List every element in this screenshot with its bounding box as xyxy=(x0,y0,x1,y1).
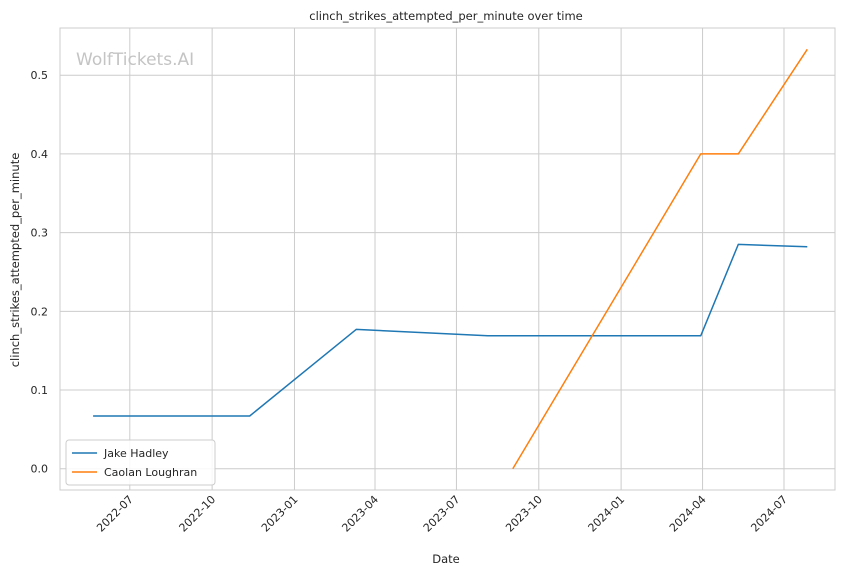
legend-label-caolan-loughran: Caolan Loughran xyxy=(104,466,197,479)
legend-box xyxy=(65,439,216,486)
x-axis-label: Date xyxy=(432,552,460,566)
y-tick-label: 0.2 xyxy=(31,305,49,318)
x-tick-label: 2024-01 xyxy=(586,493,628,535)
legend: Jake Hadley Caolan Loughran xyxy=(65,439,216,486)
y-axis-label: clinch_strikes_attempted_per_minute xyxy=(8,153,22,368)
x-tick-label: 2023-07 xyxy=(421,493,463,535)
series-line-jake-hadley xyxy=(93,243,808,417)
y-axis-ticks: 0.0 0.1 0.2 0.3 0.4 0.5 xyxy=(31,69,49,476)
y-tick-label: 0.1 xyxy=(31,384,49,397)
watermark-text: WolfTickets.AI xyxy=(76,50,194,70)
series-lines xyxy=(93,48,808,470)
x-axis-ticks: 2022-07 2022-10 2023-01 2023-04 2023-07 2023-… xyxy=(94,493,790,535)
y-tick-label: 0.0 xyxy=(31,463,49,476)
y-tick-label: 0.3 xyxy=(31,227,49,240)
x-tick-label: 2024-07 xyxy=(748,493,790,535)
x-tick-label: 2024-04 xyxy=(667,493,709,535)
legend-label-jake-hadley: Jake Hadley xyxy=(103,447,169,460)
y-tick-label: 0.4 xyxy=(31,148,49,161)
x-tick-label: 2023-10 xyxy=(503,493,545,535)
grid xyxy=(60,28,835,490)
x-tick-label: 2023-04 xyxy=(339,493,381,535)
plot-area-border xyxy=(59,27,836,491)
y-tick-label: 0.5 xyxy=(31,69,49,82)
x-tick-label: 2023-01 xyxy=(259,493,301,535)
x-tick-label: 2022-10 xyxy=(177,493,219,535)
x-tick-label: 2022-07 xyxy=(94,493,136,535)
series-line-caolan-loughran xyxy=(512,48,808,470)
chart-title: clinch_strikes_attempted_per_minute over… xyxy=(309,9,582,23)
